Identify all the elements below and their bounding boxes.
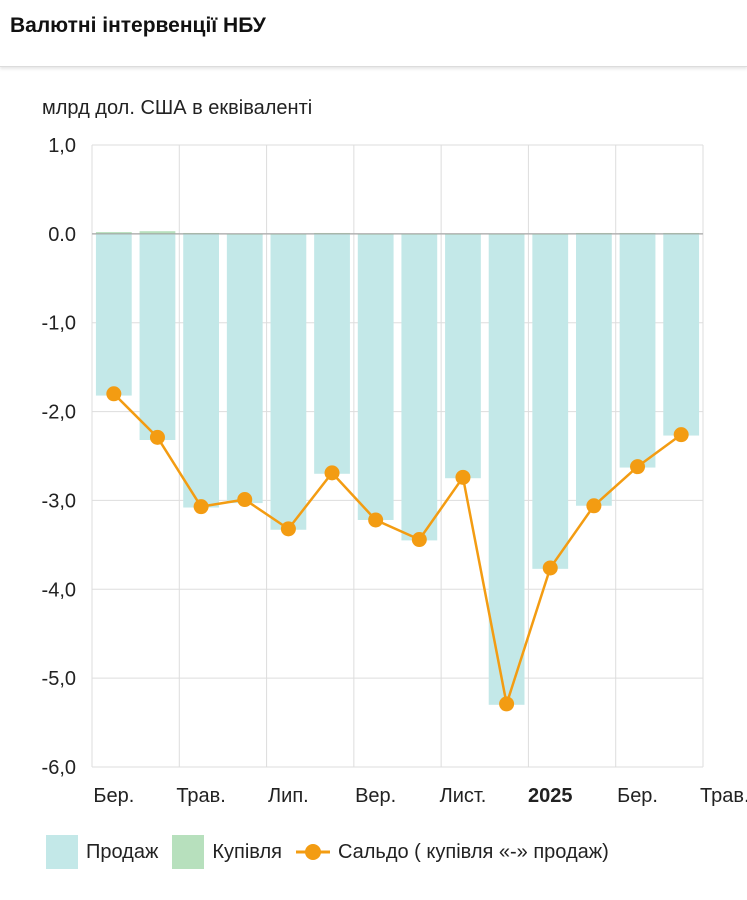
page-title: Валютні інтервенції НБУ — [10, 14, 266, 37]
sales-bar — [532, 233, 569, 569]
x-tick-label: Трав. — [176, 785, 226, 807]
balance-point — [499, 696, 515, 712]
sales-bar — [575, 233, 612, 506]
x-tick-label: Бер. — [617, 785, 658, 807]
sales-bar — [139, 233, 176, 441]
purchases-swatch — [172, 835, 205, 869]
y-tick-label: 0.0 — [48, 224, 76, 246]
balance-point — [586, 498, 602, 514]
balance-point — [368, 512, 384, 528]
x-tick-label: Вер. — [355, 785, 396, 807]
sales-bar — [357, 233, 394, 520]
sales-bar — [270, 233, 307, 530]
balance-line-marker — [295, 844, 330, 860]
sales-bar — [95, 233, 132, 396]
sales-bar — [183, 233, 220, 508]
balance-point — [411, 532, 427, 548]
x-tick-label: Лист. — [440, 785, 487, 807]
balance-point — [630, 459, 646, 475]
intervention-chart: 1,0 0.0 -1,0 -2,0 -3,0 -4,0 -5,0 -6,0 Бер. Трав. Л… — [42, 135, 747, 807]
x-tick-label: Лип. — [268, 785, 309, 807]
legend-item-sales[interactable]: Продаж — [46, 835, 158, 869]
balance-point — [455, 469, 471, 485]
balance-point — [149, 429, 165, 445]
legend-label-sales: Продаж — [86, 840, 159, 863]
y-tick-label: 1,0 — [48, 135, 76, 157]
sales-bar — [663, 233, 700, 436]
legend-item-purchases[interactable]: Купівля — [172, 835, 282, 869]
sales-bar — [314, 233, 350, 474]
x-tick-label: Бер. — [93, 785, 134, 807]
sales-bar — [226, 233, 263, 504]
sales-bar — [445, 233, 481, 479]
balance-point — [542, 560, 558, 576]
purchase-bar — [95, 232, 132, 234]
y-tick-label: -2,0 — [42, 402, 76, 424]
y-tick-label: -3,0 — [42, 490, 76, 512]
header: Валютні інтервенції НБУ — [0, 0, 747, 67]
y-tick-label: -1,0 — [42, 313, 76, 335]
y-tick-label: -5,0 — [42, 668, 76, 690]
legend: Продаж Купівля Сальдо ( купівля «-» прод… — [46, 832, 623, 872]
balance-point — [193, 499, 209, 515]
balance-point — [324, 465, 340, 481]
purchase-bar — [139, 231, 176, 234]
sales-bar — [488, 233, 525, 705]
legend-item-balance[interactable]: Сальдо ( купівля «-» продаж) — [295, 835, 609, 869]
balance-point — [237, 492, 253, 508]
balance-point — [106, 386, 122, 402]
legend-label-balance: Сальдо ( купівля «-» продаж) — [337, 840, 609, 863]
sales-swatch — [46, 835, 78, 869]
sales-bar — [401, 233, 438, 541]
legend-label-purchases: Купівля — [212, 840, 282, 863]
x-tick-label: Трав. — [700, 785, 747, 807]
y-tick-label: -6,0 — [42, 757, 76, 779]
balance-point — [673, 427, 689, 443]
sales-bar — [619, 233, 656, 468]
y-axis-unit-label: млрд дол. США в еквіваленті — [42, 97, 313, 119]
y-tick-label: -4,0 — [42, 579, 76, 601]
balance-point — [280, 521, 296, 537]
x-tick-label: 2025 — [528, 785, 573, 807]
